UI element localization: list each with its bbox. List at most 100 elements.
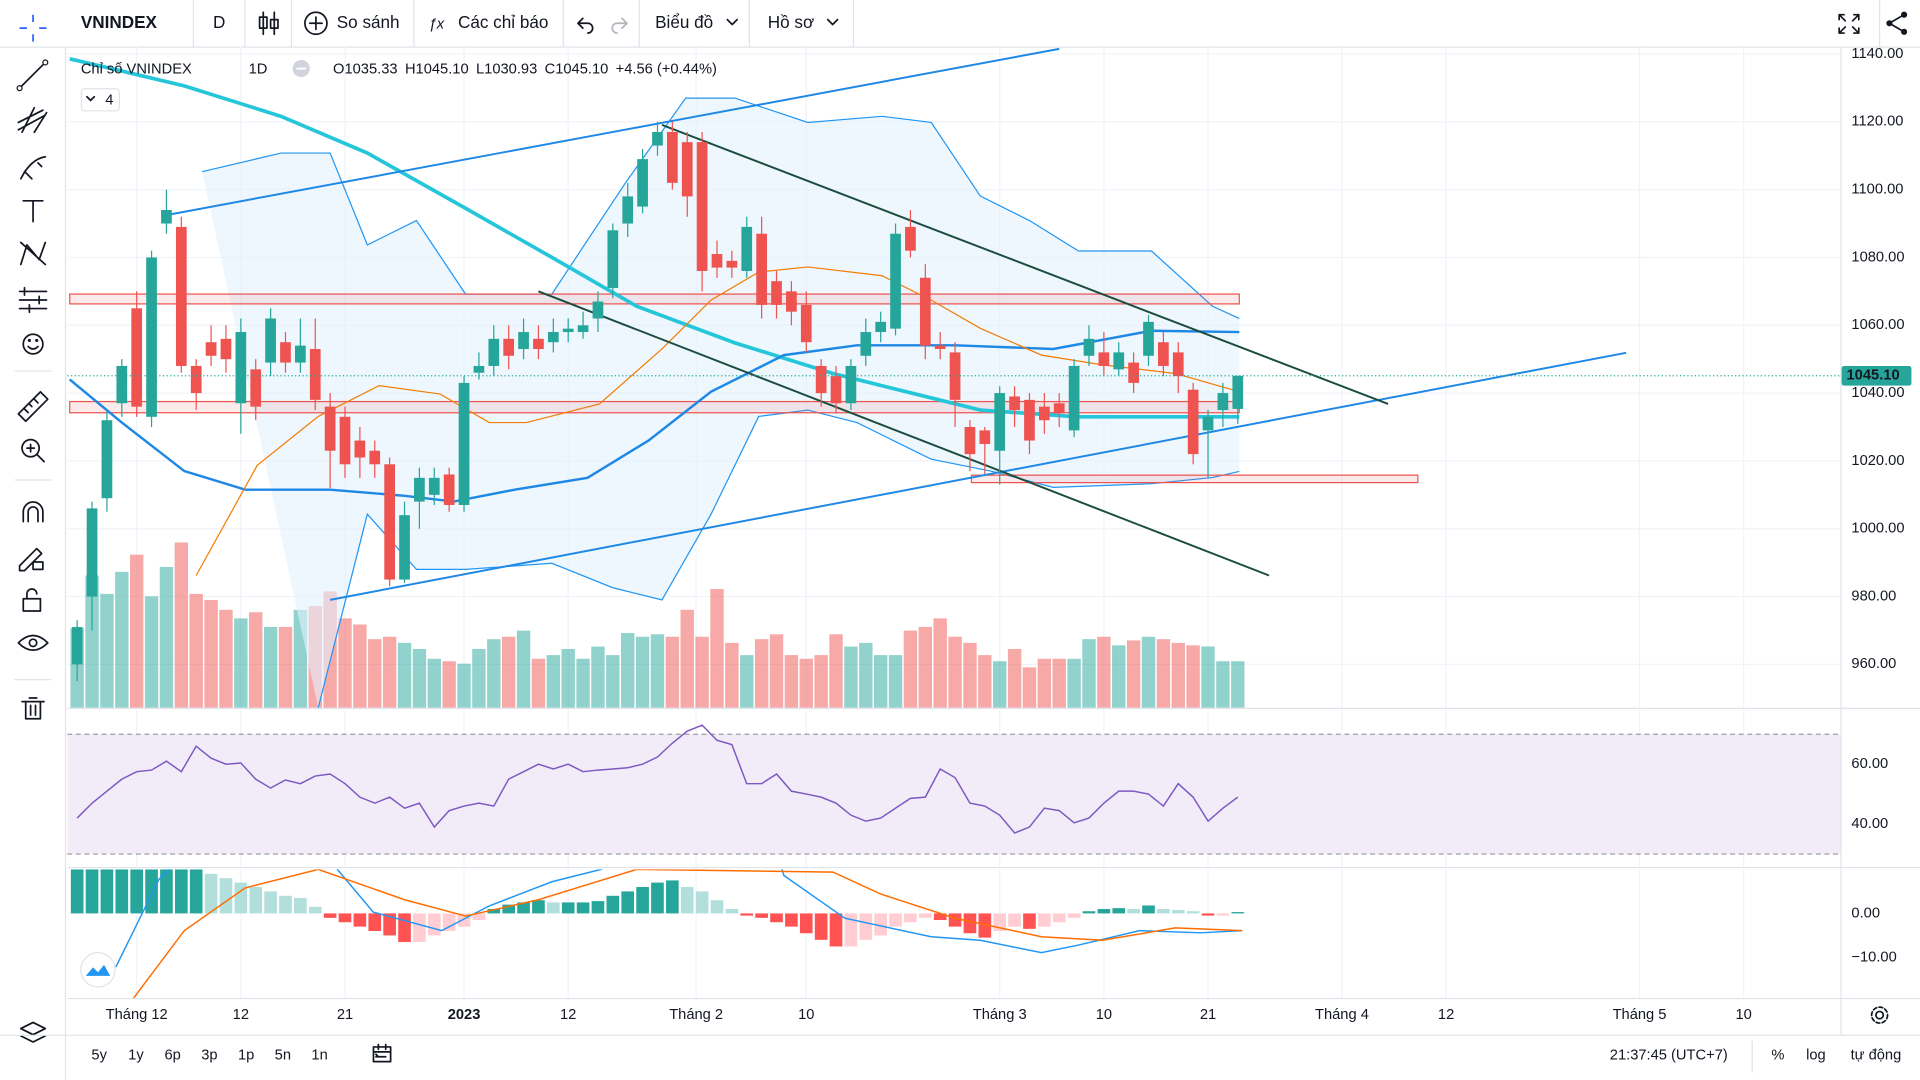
candle-body — [250, 369, 262, 407]
candle-body — [1158, 342, 1169, 366]
macd-histogram-bar — [338, 913, 352, 923]
volume-bar — [903, 630, 918, 708]
visibility-tool[interactable] — [17, 634, 49, 652]
candle-body — [949, 352, 961, 400]
candle-type-icon[interactable] — [258, 11, 279, 36]
compare-button[interactable]: So sánh — [337, 12, 400, 32]
pattern-tool[interactable] — [19, 241, 47, 266]
share-icon[interactable] — [1886, 11, 1908, 35]
volume-bar — [1082, 639, 1096, 708]
undo-icon[interactable] — [577, 17, 594, 34]
ruler-tool[interactable] — [17, 390, 49, 423]
moving-average — [69, 56, 1240, 419]
legend-status-icon[interactable] — [292, 60, 310, 78]
volume-bar — [427, 658, 441, 708]
range-button[interactable]: 6p — [164, 1047, 180, 1063]
candle-body — [622, 196, 634, 224]
macd-histogram-bar — [308, 906, 322, 914]
percent-button[interactable]: % — [1771, 1047, 1784, 1063]
profile-menu[interactable]: Hồ sơ — [768, 12, 814, 32]
zoom-tool[interactable] — [21, 438, 45, 463]
brush-tool[interactable] — [19, 155, 47, 180]
volume-bar — [873, 655, 888, 708]
macd-histogram-bar — [427, 913, 441, 936]
goto-date-icon[interactable] — [372, 1043, 392, 1063]
layers-icon[interactable] — [19, 1021, 47, 1043]
text-tool[interactable] — [22, 199, 44, 223]
emoji-tool[interactable] — [22, 333, 44, 355]
macd-histogram-bar — [204, 873, 218, 914]
line-tool[interactable] — [18, 61, 47, 90]
magnet-tool[interactable] — [22, 501, 44, 523]
candle-body — [175, 226, 187, 366]
log-button[interactable]: log — [1806, 1047, 1826, 1063]
moving-average — [195, 266, 1240, 576]
lock-drawing-tool[interactable] — [18, 547, 44, 572]
volume-bar — [1171, 642, 1185, 708]
fib-tool[interactable] — [17, 106, 48, 134]
price-zone — [970, 474, 1419, 484]
fullscreen-icon[interactable] — [1838, 13, 1860, 34]
ohlc-value: H1045.10 — [405, 62, 469, 78]
volume-bar — [353, 624, 367, 708]
chart-menu[interactable]: Biểu đồ — [655, 12, 713, 32]
range-button[interactable]: 5n — [275, 1047, 291, 1063]
candle-body — [666, 131, 678, 183]
macd-histogram-bar — [1023, 913, 1036, 929]
volume-bar — [129, 554, 144, 708]
macd-histogram-bar — [160, 869, 173, 914]
macd-histogram-bar — [368, 913, 382, 932]
range-button[interactable]: 3p — [201, 1047, 217, 1063]
candle-body — [443, 474, 455, 505]
interval[interactable]: D — [213, 12, 225, 32]
macd-histogram-bar — [889, 913, 902, 927]
macd-histogram-bar — [1157, 909, 1170, 914]
volume-bar — [368, 639, 382, 708]
indicators-button[interactable]: Các chỉ báo — [458, 12, 548, 32]
candle-body — [533, 338, 544, 349]
volume-bar — [680, 609, 694, 708]
volume-bar — [1231, 661, 1245, 708]
redo-icon[interactable] — [611, 17, 628, 34]
fx-icon[interactable]: ƒx — [429, 16, 445, 32]
trend-line — [164, 47, 1060, 217]
price-zone — [69, 293, 1240, 305]
candle-body — [756, 233, 767, 305]
delete-tool[interactable] — [21, 697, 45, 720]
range-button[interactable]: 5y — [91, 1047, 107, 1063]
symbol[interactable]: VNINDEX — [81, 12, 158, 32]
macd-histogram-bar — [918, 913, 932, 918]
candle-body — [934, 345, 946, 349]
range-button[interactable]: 1n — [311, 1047, 327, 1063]
candle-body — [339, 416, 351, 465]
candle-body — [696, 142, 708, 272]
x-tick-label: Tháng 5 — [1613, 1007, 1667, 1023]
prediction-tool[interactable] — [18, 286, 48, 314]
compare-icon[interactable] — [304, 11, 328, 36]
auto-button[interactable]: tự động — [1851, 1047, 1902, 1063]
indicator-toggle[interactable]: 4 — [80, 88, 120, 112]
candle-body — [964, 426, 976, 455]
volume-bar — [769, 634, 784, 708]
candle-body — [845, 365, 857, 404]
y-tick-label: 0.00 — [1851, 905, 1880, 921]
volume-bar — [1022, 667, 1037, 708]
volume-bar — [1201, 646, 1215, 708]
candle-body — [1172, 352, 1184, 377]
crosshair-tool[interactable] — [19, 14, 47, 42]
logo[interactable] — [80, 952, 116, 988]
range-button[interactable]: 1y — [128, 1047, 144, 1063]
candle-body — [726, 260, 738, 268]
lock-tool[interactable] — [22, 588, 42, 612]
settings-icon[interactable] — [1870, 1006, 1889, 1024]
macd-histogram-bar — [234, 882, 248, 914]
macd-histogram-bar — [1038, 913, 1051, 927]
macd-histogram-bar — [1008, 913, 1021, 927]
macd-histogram-bar — [1112, 908, 1126, 914]
y-tick-label: 1000.00 — [1851, 521, 1904, 537]
volume-bar — [234, 618, 248, 708]
last-price-box — [1841, 365, 1912, 386]
range-button[interactable]: 1p — [238, 1047, 254, 1063]
macd-line — [115, 869, 1243, 968]
